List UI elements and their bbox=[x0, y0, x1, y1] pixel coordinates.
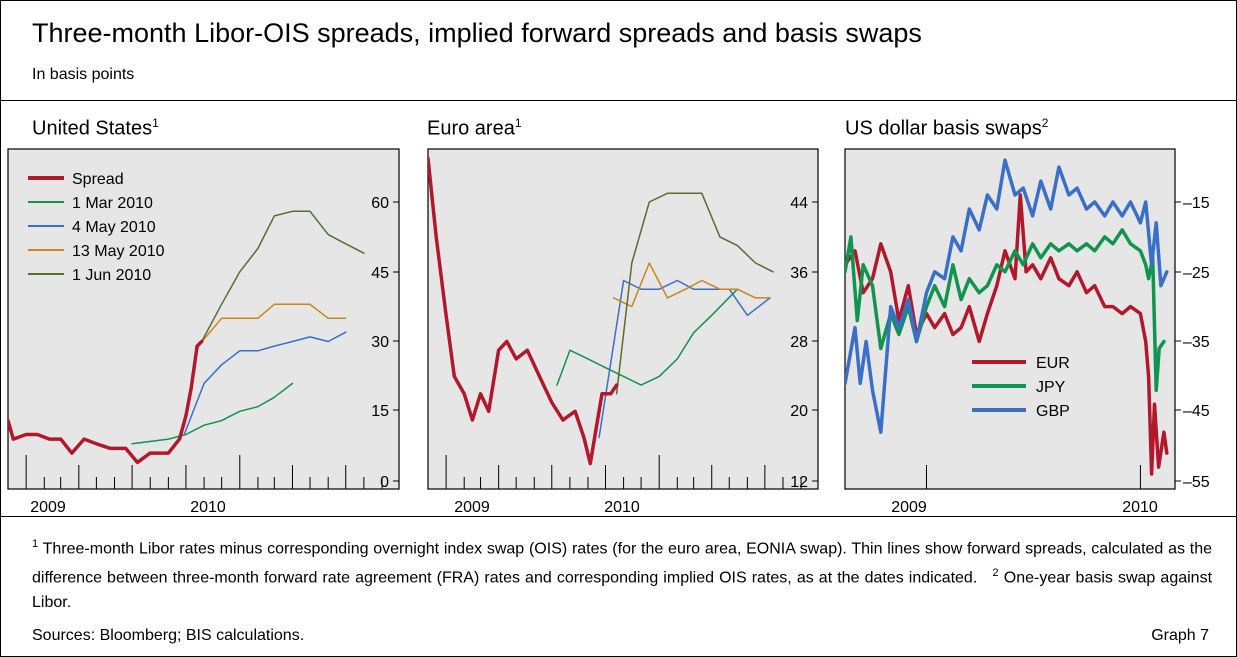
y-tick-label-euro-3: 36 bbox=[790, 265, 808, 282]
y-tick-label-basis-3: –25 bbox=[1183, 265, 1210, 282]
x-tick-label-basis-1: 2010 bbox=[1122, 499, 1158, 516]
y-tick-label-basis-2: –35 bbox=[1183, 334, 1210, 351]
panel-title-basis-text: US dollar basis swaps bbox=[845, 117, 1042, 140]
y-tick-label-basis-4: –15 bbox=[1183, 195, 1210, 212]
series-line-euro-2 bbox=[598, 279, 771, 439]
panel-title-us-note: 1 bbox=[152, 116, 159, 130]
page-title: Three-month Libor-OIS spreads, implied f… bbox=[32, 18, 922, 48]
y-tick-label-euro-4: 44 bbox=[790, 195, 808, 212]
series-line-us-3 bbox=[197, 303, 347, 347]
x-tick-label-euro-0: 2009 bbox=[454, 499, 490, 516]
series-line-us-2 bbox=[183, 331, 347, 436]
x-tick-label-basis-0: 2009 bbox=[891, 499, 927, 516]
legend-label-us-4: 1 Jun 2010 bbox=[72, 267, 151, 284]
y-tick-label-us-1: 15 bbox=[371, 403, 389, 420]
footnotes: 1 Three-month Libor rates minus correspo… bbox=[32, 532, 1212, 615]
series-line-euro-4 bbox=[615, 192, 774, 395]
legend-label-us-1: 1 Mar 2010 bbox=[72, 195, 153, 212]
series-line-basis-1 bbox=[845, 228, 1166, 393]
page-subtitle: In basis points bbox=[32, 66, 135, 83]
legend-label-basis-2: GBP bbox=[1036, 403, 1070, 420]
series-line-us-0 bbox=[8, 339, 204, 465]
x-tick-label-euro-1: 2010 bbox=[604, 499, 640, 516]
sources-line: Sources: Bloomberg; BIS calculations. bbox=[32, 627, 305, 644]
footnote-2-mark: 2 bbox=[992, 567, 999, 580]
series-line-euro-3 bbox=[612, 262, 771, 308]
legend-label-basis-0: EUR bbox=[1036, 355, 1070, 372]
panel-title-euro-text: Euro area bbox=[427, 117, 515, 140]
panel-title-euro-note: 1 bbox=[514, 116, 522, 130]
legend-label-us-3: 13 May 2010 bbox=[72, 243, 165, 260]
x-tick-label-us-1: 2010 bbox=[190, 499, 226, 516]
footnote-1-text: Three-month Libor rates minus correspond… bbox=[32, 540, 1213, 587]
y-tick-label-us-4: 60 bbox=[371, 195, 389, 212]
panel-title-us: United States1 bbox=[32, 116, 159, 141]
x-tick-label-us-0: 2009 bbox=[30, 499, 66, 516]
series-line-euro-0 bbox=[428, 156, 619, 466]
y-tick-label-basis-1: –45 bbox=[1183, 403, 1210, 420]
legend-label-us-2: 4 May 2010 bbox=[72, 219, 156, 236]
series-line-us-1 bbox=[131, 382, 294, 445]
y-tick-label-euro-1: 20 bbox=[790, 403, 808, 420]
graph-number: Graph 7 bbox=[1151, 627, 1209, 644]
y-tick-label-basis-0: –55 bbox=[1183, 474, 1210, 491]
legend-label-us-0: Spread bbox=[72, 171, 124, 188]
y-tick-label-us-3: 45 bbox=[371, 265, 389, 282]
series-line-us-4 bbox=[200, 210, 365, 343]
series-line-euro-1 bbox=[556, 288, 739, 386]
series-line-basis-2 bbox=[845, 158, 1169, 434]
panel-title-basis: US dollar basis swaps2 bbox=[845, 116, 1048, 141]
footnote-2-text: One-year basis swap against Libor. bbox=[32, 569, 1213, 611]
plot-area-euro bbox=[427, 148, 819, 490]
y-tick-label-us-0: 0 bbox=[380, 474, 389, 491]
panel-title-euro: Euro area1 bbox=[427, 116, 522, 141]
panel-title-basis-note: 2 bbox=[1041, 116, 1049, 130]
divider-bottom bbox=[0, 516, 1237, 517]
y-tick-label-euro-2: 28 bbox=[790, 334, 808, 351]
series-line-basis-0 bbox=[845, 193, 1169, 476]
panel-title-us-text: United States bbox=[32, 117, 153, 140]
legend-label-basis-1: JPY bbox=[1036, 379, 1066, 396]
footnote-1-mark: 1 bbox=[32, 538, 39, 550]
y-tick-label-us-2: 30 bbox=[371, 334, 389, 351]
divider-top bbox=[0, 100, 1237, 101]
y-tick-label-euro-0: 12 bbox=[790, 474, 808, 491]
